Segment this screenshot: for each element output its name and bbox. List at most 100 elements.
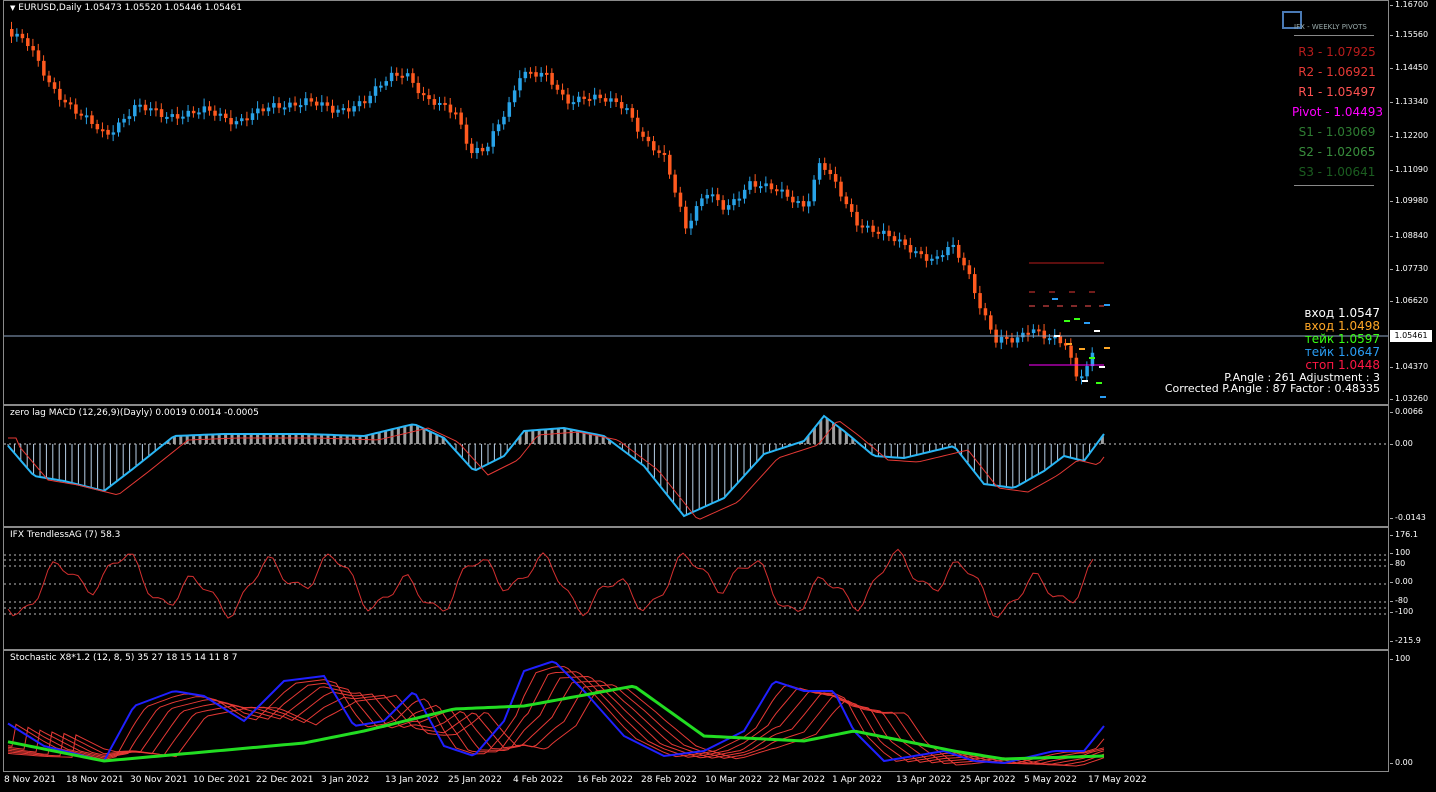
candle-body [496, 124, 501, 132]
candle-body [224, 113, 228, 119]
candle-body [1010, 338, 1014, 343]
candle-body [336, 109, 340, 113]
candle-body [74, 104, 78, 114]
candle-body [133, 105, 137, 117]
candle-body [165, 116, 169, 119]
candle-body [352, 106, 356, 112]
candle-body [475, 147, 479, 154]
candle-body [245, 118, 249, 121]
ifx-logo-icon [1282, 11, 1302, 29]
candle-body [828, 169, 833, 175]
candle-body [662, 152, 667, 155]
candle-body [582, 96, 586, 99]
macd-panel[interactable]: zero lag MACD (12,26,9)(Dayly) 0.0019 0.… [3, 405, 1389, 527]
candle-body [421, 93, 426, 96]
stochastic-axis: 100 0.00 [1389, 654, 1413, 767]
candle-body [764, 183, 768, 187]
candle-body [298, 105, 303, 108]
date-axis: 8 Nov 2021 18 Nov 2021 30 Nov 2021 10 Dec 2… [0, 772, 1390, 792]
candle-body [1080, 376, 1084, 379]
date-label: 13 Jan 2022 [385, 775, 439, 785]
date-label: 10 Dec 2021 [193, 775, 251, 785]
candle-body [379, 85, 383, 88]
candle-body [748, 181, 752, 190]
candle-body [924, 254, 929, 261]
candle-body [614, 98, 619, 103]
candle-body [448, 104, 453, 113]
trendless-line [7, 548, 1094, 619]
candle-body [363, 101, 367, 104]
candle-body [726, 205, 731, 210]
candle-body [395, 72, 399, 76]
date-label: 10 Mar 2022 [705, 775, 763, 785]
candle-body [523, 71, 528, 79]
price-axis-label: 1.14450 [1389, 63, 1429, 72]
candle-body [95, 123, 100, 130]
candle-body [288, 102, 292, 108]
candle-body [1005, 336, 1009, 339]
candle-body [609, 98, 613, 102]
candle-body [1047, 338, 1052, 341]
candle-body [946, 247, 950, 256]
candle-body [973, 274, 977, 294]
candle-body [593, 94, 597, 100]
candle-body [256, 108, 260, 114]
candle-body [106, 129, 110, 135]
signal-level: тейк 1.0597 [1304, 332, 1380, 346]
candle-body [689, 220, 693, 229]
candle-body [630, 108, 635, 118]
price-axis: 1.16700 1.15560 1.14450 1.13340 1.12200 1.110… [1389, 0, 1436, 405]
candle-body [320, 102, 324, 106]
candle-body [866, 225, 870, 228]
candle-body [534, 72, 538, 77]
price-axis-label: 1.03260 [1389, 394, 1429, 403]
candle-body [550, 72, 554, 85]
candle-body [314, 101, 319, 106]
candle-body [1021, 332, 1025, 338]
candle-body [935, 256, 940, 259]
stochastic-panel[interactable]: Stochastic X8*1.2 (12, 8, 5) 35 27 18 15… [3, 650, 1389, 772]
candle-body [999, 336, 1004, 343]
candle-body [502, 116, 506, 125]
trendless-panel[interactable]: IFX TrendlessAG (7) 58.3 [3, 527, 1389, 650]
candle-body [646, 136, 651, 142]
candle-body [807, 201, 811, 207]
candle-body [1026, 332, 1030, 335]
angle-info-line1: P.Angle : 261 Adjustment : 3 [1224, 371, 1380, 384]
candle-body [619, 102, 624, 109]
pivot-level: R2 - 1.06921 [1298, 65, 1376, 79]
candle-body [117, 122, 121, 133]
macd-label: zero lag MACD (12,26,9)(Dayly) 0.0019 0.… [10, 408, 259, 418]
date-label: 25 Jan 2022 [448, 775, 502, 785]
candle-body [823, 163, 827, 170]
dropdown-triangle-icon[interactable]: ▼ [10, 4, 16, 12]
candle-body [1063, 343, 1068, 346]
pivot-divider-top [1294, 35, 1374, 36]
candle-body [127, 116, 132, 119]
date-label: 13 Apr 2022 [896, 775, 952, 785]
candle-body [240, 118, 244, 122]
candle-body [1042, 330, 1047, 339]
price-chart-panel[interactable]: ▼ EURUSD,Daily 1.05473 1.05520 1.05446 1… [3, 0, 1389, 405]
pivot-level: S2 - 1.02065 [1298, 145, 1376, 159]
candle-body [892, 236, 897, 242]
candle-body [100, 129, 105, 132]
trendless-chart [4, 548, 1388, 619]
candle-body [625, 108, 629, 111]
candle-body [791, 196, 795, 203]
candle-body [753, 181, 758, 187]
candle-body [716, 194, 720, 201]
candle-body [587, 98, 592, 101]
candle-body [914, 251, 918, 254]
candle-body [31, 46, 35, 51]
candle-body [480, 147, 485, 152]
candle-body [459, 112, 463, 125]
candle-body [694, 206, 699, 221]
pivot-level: Pivot - 1.04493 [1292, 105, 1384, 119]
candle-body [341, 108, 346, 111]
candlestick-chart [4, 21, 1388, 398]
pivot-level: S1 - 1.03069 [1298, 125, 1376, 139]
candle-body [143, 104, 148, 111]
candle-body [860, 225, 865, 228]
candle-body [10, 29, 14, 37]
